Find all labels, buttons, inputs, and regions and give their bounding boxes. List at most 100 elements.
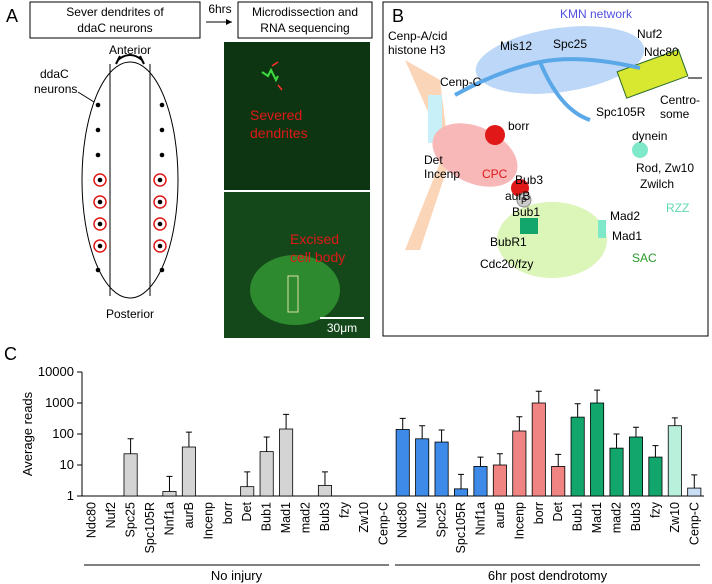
- error-bar: [613, 433, 620, 449]
- x-tick-label: Det: [551, 501, 565, 521]
- x-tick-label: mad2: [299, 502, 313, 533]
- antenna: [115, 54, 145, 65]
- bar: [492, 464, 507, 497]
- error-bar: [263, 436, 270, 452]
- label: BubR1: [490, 235, 527, 249]
- circles: [93, 173, 167, 253]
- bar: [317, 484, 332, 497]
- x-tick-label: Spc25: [435, 502, 449, 537]
- label: ddaC: [40, 67, 69, 81]
- dendrites: [261, 67, 279, 83]
- x-tick-label: borr: [221, 502, 235, 524]
- error-bar: [185, 431, 192, 448]
- larva: [81, 61, 179, 299]
- x-tick-label: Incenp: [512, 502, 526, 540]
- panel-letter: C: [4, 344, 17, 364]
- image-label: Severed: [250, 107, 302, 123]
- x-tick-label: borr: [532, 502, 546, 524]
- scale-label: 30μm: [327, 321, 357, 335]
- box-text: ddaC neurons: [77, 21, 152, 35]
- error-bar: [574, 403, 581, 418]
- glow: [250, 255, 340, 325]
- bar: [123, 453, 138, 497]
- labels: KMN network Cenp-A/cid histone H3 Cenp-C…: [388, 7, 700, 271]
- bar: [531, 402, 546, 497]
- y-axis-label: Average reads: [20, 391, 35, 476]
- bar: [454, 488, 469, 497]
- bar: [590, 402, 605, 497]
- rzz-shape: [632, 142, 648, 158]
- bar: [473, 466, 488, 497]
- label: KMN network: [560, 7, 633, 21]
- error-bar: [419, 425, 426, 439]
- x-tick-label: Spc105R: [143, 502, 157, 553]
- box-text: RNA sequencing: [260, 21, 349, 35]
- label: Rod, Zw10: [636, 161, 694, 175]
- arrow-label: 6hrs: [208, 2, 231, 16]
- x-tick-label: aurB: [493, 502, 507, 528]
- error-bar: [632, 426, 639, 438]
- plot: 1 10 100 1000 10000 Ndc80 Nuf2 Spc25 Spc105R Nnf1…: [38, 364, 704, 583]
- label: Nuf2: [637, 27, 663, 41]
- x-tick-label: Bub3: [629, 502, 643, 531]
- bar: [648, 456, 663, 497]
- borr-shape: [485, 125, 505, 145]
- x-tick-label: Ndc80: [396, 502, 410, 538]
- x-tick-label: Bub1: [571, 502, 585, 531]
- panel-letter: B: [392, 6, 404, 26]
- error-bar: [555, 453, 562, 467]
- bar: [279, 428, 294, 497]
- x-tick-label: Mad1: [279, 502, 293, 533]
- error-bar: [283, 413, 290, 429]
- x-tick-label: mad2: [610, 502, 624, 533]
- label: CPC: [482, 167, 508, 181]
- x-tick-label: Mad1: [590, 502, 604, 533]
- error-bar: [438, 429, 445, 443]
- x-tick-label: fzy: [337, 501, 351, 518]
- error-bar: [535, 390, 542, 403]
- bar: [609, 447, 624, 497]
- bar: [687, 487, 702, 497]
- error-bar: [127, 438, 134, 454]
- x-tick-label: Ndc80: [85, 502, 99, 538]
- label: Cenp-A/cid: [388, 29, 447, 43]
- error-bar: [166, 475, 173, 492]
- bar: [162, 491, 177, 497]
- x-tick-label: Cenp-C: [687, 502, 701, 545]
- label: Spc25: [553, 37, 587, 51]
- y-tick-label: 1000: [45, 395, 74, 410]
- x-tick-label: fzy: [648, 501, 662, 518]
- x-tick-label: Bub3: [318, 502, 332, 531]
- x-tick-label: Bub1: [260, 502, 274, 531]
- panel-a: A Sever dendrites of ddaC neurons 6hrs M…: [6, 1, 373, 338]
- bar: [551, 466, 566, 497]
- bub1-shape: [520, 218, 538, 234]
- x-tick-label: aurB: [182, 502, 196, 528]
- box-text: Sever dendrites of: [66, 5, 164, 19]
- label: SAC: [632, 251, 657, 265]
- bar: [395, 429, 410, 497]
- label: Mad1: [612, 229, 642, 243]
- label: Mis12: [500, 39, 532, 53]
- bar: [570, 416, 585, 497]
- label: Bub1: [512, 205, 540, 219]
- error-bar: [458, 473, 465, 489]
- label: Det: [424, 153, 443, 167]
- p-site: [516, 192, 532, 208]
- x-tick-label: Incenp: [201, 502, 215, 540]
- label: histone H3: [388, 43, 446, 57]
- label: P: [521, 196, 527, 206]
- label: Cenp-C: [440, 75, 482, 89]
- label: Zwilch: [640, 177, 674, 191]
- image-label: Excised: [290, 231, 339, 247]
- bar: [259, 451, 274, 497]
- error-bar: [594, 389, 601, 403]
- image-label: cell body: [290, 249, 345, 265]
- bar: [181, 446, 196, 497]
- panel-letter: A: [6, 6, 18, 26]
- label: Anterior: [109, 43, 151, 57]
- box: [29, 1, 201, 39]
- bar: [240, 486, 255, 497]
- arrows: [271, 61, 283, 91]
